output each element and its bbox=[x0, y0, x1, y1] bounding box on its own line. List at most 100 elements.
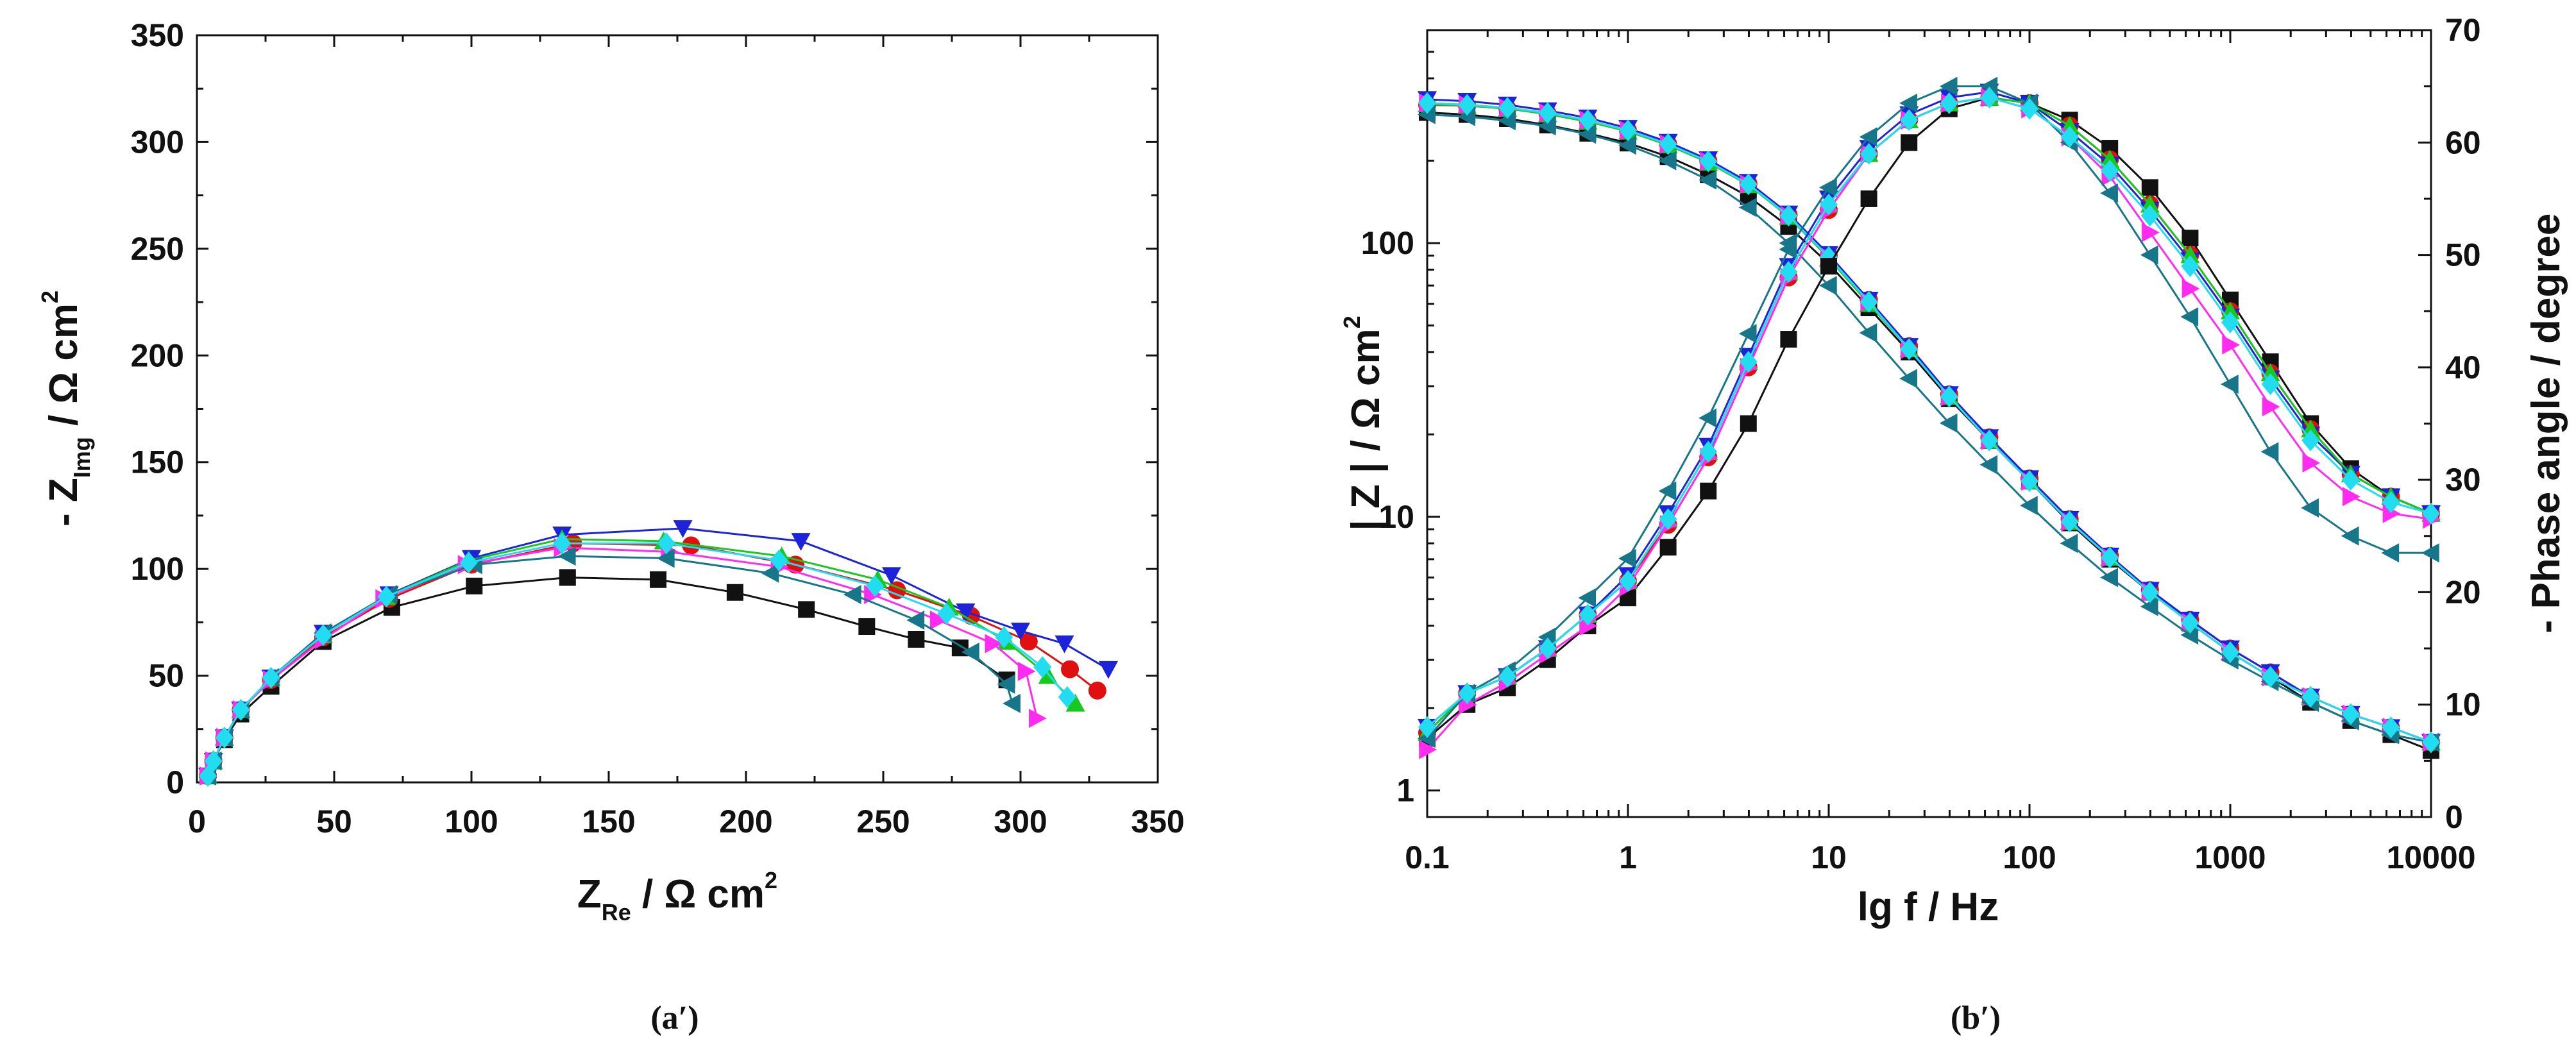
bode-phase-s7-point bbox=[2021, 97, 2038, 120]
bode-x-tick-label: 1 bbox=[1619, 839, 1637, 875]
bode-right-y-axis-ticks: 0 10 20 30 40 50 60 70 bbox=[2418, 12, 2481, 835]
bode-phase-s6-point bbox=[1819, 178, 1837, 198]
bode-phase-s7-point bbox=[1779, 260, 1798, 283]
bode-impedance-s6-point bbox=[1658, 151, 1677, 171]
bode-phase-s7-point bbox=[1538, 637, 1557, 660]
bode-right-y-tick-label: 70 bbox=[2445, 12, 2481, 48]
bode-phase-s6-point bbox=[2421, 543, 2439, 563]
nyquist-series-s7-point bbox=[314, 624, 332, 646]
bode-left-y-axis-ticks: 1 10 100 bbox=[1361, 29, 1440, 809]
bode-phase-s1-point bbox=[1820, 258, 1837, 275]
bode-impedance-s6-point bbox=[2140, 596, 2158, 616]
bode-plot-frame bbox=[1426, 29, 2432, 818]
bode-impedance-s6-point bbox=[1457, 106, 1475, 126]
bode-impedance-s6-line bbox=[1427, 114, 2432, 743]
bode-phase-s5-point bbox=[1459, 695, 1477, 714]
bode-x-tick-label: 100 bbox=[2003, 839, 2056, 875]
nyquist-series-s6-point bbox=[997, 674, 1015, 694]
nyquist-series-s7-point bbox=[377, 586, 396, 608]
bode-phase-s7-point bbox=[2301, 429, 2320, 451]
bode-impedance-s6-point bbox=[1618, 135, 1636, 155]
bode-phase-s6-point bbox=[2301, 498, 2319, 518]
bode-phase-s4-point bbox=[2140, 194, 2160, 213]
nyquist-series-s3-point bbox=[1011, 622, 1030, 641]
bode-phase-s6-point bbox=[2221, 375, 2239, 394]
nyquist-series-s7-line bbox=[207, 542, 1068, 777]
bode-impedance-s7-point bbox=[1659, 133, 1677, 155]
bode-phase-s4-point bbox=[2100, 149, 2120, 168]
nyquist-series-s1-point bbox=[798, 601, 815, 618]
nyquist-y-axis-ticks: 0 50 100 150 200 250 300 350 bbox=[131, 17, 1158, 800]
bode-right-y-tick-label: 10 bbox=[2445, 687, 2481, 723]
bode-phase-s5-point bbox=[2222, 335, 2240, 355]
nyquist-x-tick-label: 200 bbox=[719, 804, 772, 839]
nyquist-series-s7-point bbox=[215, 727, 233, 749]
bode-impedance-s6-point bbox=[1819, 276, 1837, 296]
bode-impedance-s7-point bbox=[2382, 716, 2400, 739]
nyquist-series-s4-line bbox=[207, 537, 1076, 777]
bode-phase-s5-line bbox=[1426, 96, 2432, 750]
nyquist-plot-frame bbox=[196, 34, 1159, 784]
bode-impedance-s7-point bbox=[2261, 666, 2280, 688]
bode-phase-s6-point bbox=[2140, 245, 2158, 265]
nyquist-series-s7-point bbox=[866, 575, 885, 597]
nyquist-series-s5-point bbox=[1017, 661, 1036, 681]
bode-x-axis-label: lg f / Hz bbox=[1858, 885, 1999, 929]
bode-phase-s5-point bbox=[2302, 453, 2321, 473]
nyquist-series-s5-line bbox=[207, 546, 1038, 777]
bode-impedance-s7-line bbox=[1427, 102, 2432, 743]
bode-phase-s7-point bbox=[1619, 569, 1637, 592]
bode-phase-s2-line bbox=[1426, 96, 2432, 734]
bode-phase-s7-point bbox=[2422, 502, 2440, 525]
bode-impedance-s7-point bbox=[2021, 470, 2038, 493]
bode-impedance-s7-point bbox=[1699, 150, 1718, 173]
nyquist-series-s7-point bbox=[459, 552, 478, 574]
nyquist-chart: 0 50 100 150 200 250 300 350 0 50 100 150 200 250 300… bbox=[37, 17, 1185, 1036]
nyquist-series-s2-point bbox=[1088, 681, 1106, 700]
bode-impedance-s6-point bbox=[1538, 116, 1556, 136]
bode-phase-s7-point bbox=[2221, 311, 2239, 333]
nyquist-series-s7-point bbox=[995, 626, 1013, 648]
bode-phase-s6-point bbox=[1699, 408, 1716, 428]
bode-chart: 0.1 1 10 100 1000 10000 1 10 100 0 10 20 30 40 50 60 7… bbox=[1339, 12, 2568, 1036]
bode-phase-s1-line bbox=[1427, 96, 2432, 739]
bode-phase-s6-point bbox=[1538, 627, 1556, 647]
bode-phase-s7-point bbox=[1458, 682, 1477, 705]
nyquist-x-tick-label: 150 bbox=[582, 804, 635, 839]
bode-phase-s7-point bbox=[1699, 441, 1718, 463]
bode-right-y-tick-label: 20 bbox=[2445, 574, 2481, 610]
bode-phase-s6-point bbox=[1939, 76, 1958, 96]
nyquist-series-s7-point bbox=[1033, 656, 1052, 678]
bode-series bbox=[1418, 76, 2441, 759]
bode-phase-s5-point bbox=[2343, 487, 2360, 507]
bode-impedance-s2-line bbox=[1427, 104, 2432, 743]
bode-impedance-s7-point bbox=[1739, 173, 1758, 196]
bode-impedance-s6-point bbox=[2100, 568, 2118, 587]
bode-impedance-s7-point bbox=[1579, 109, 1597, 131]
bode-impedance-s7-point bbox=[2181, 612, 2199, 634]
bode-phase-s7-point bbox=[1860, 142, 1878, 165]
bode-right-y-tick-label: 30 bbox=[2445, 462, 2481, 498]
bode-left-y-tick-label: 1 bbox=[1396, 773, 1414, 809]
nyquist-series-s7-point bbox=[657, 532, 675, 555]
bode-impedance-s6-point bbox=[1899, 369, 1917, 389]
nyquist-y-tick-label: 150 bbox=[131, 444, 184, 480]
bode-impedance-s4-line bbox=[1427, 103, 2432, 743]
bode-impedance-s6-point bbox=[1738, 198, 1757, 217]
bode-phase-s7-point bbox=[1579, 603, 1597, 626]
bode-impedance-s6-point bbox=[1699, 170, 1716, 190]
bode-impedance-s7-point bbox=[2060, 510, 2079, 533]
bode-impedance-s5-line bbox=[1427, 102, 2432, 743]
bode-phase-s6-point bbox=[1618, 548, 1636, 568]
nyquist-series-s5-point bbox=[864, 585, 882, 605]
nyquist-series-s3-point bbox=[956, 603, 976, 621]
nyquist-series-s7-point bbox=[1058, 686, 1076, 708]
bode-impedance-s6-point bbox=[2180, 625, 2199, 645]
bode-impedance-s7-point bbox=[2341, 703, 2360, 725]
bode-impedance-s1-line bbox=[1427, 112, 2432, 752]
nyquist-x-axis-label: ZRe / Ω cm2 bbox=[577, 867, 777, 925]
bode-impedance-s7-point bbox=[2101, 546, 2119, 569]
bode-phase-s6-point bbox=[1658, 481, 1677, 501]
bode-phase-s6-point bbox=[1779, 239, 1797, 259]
